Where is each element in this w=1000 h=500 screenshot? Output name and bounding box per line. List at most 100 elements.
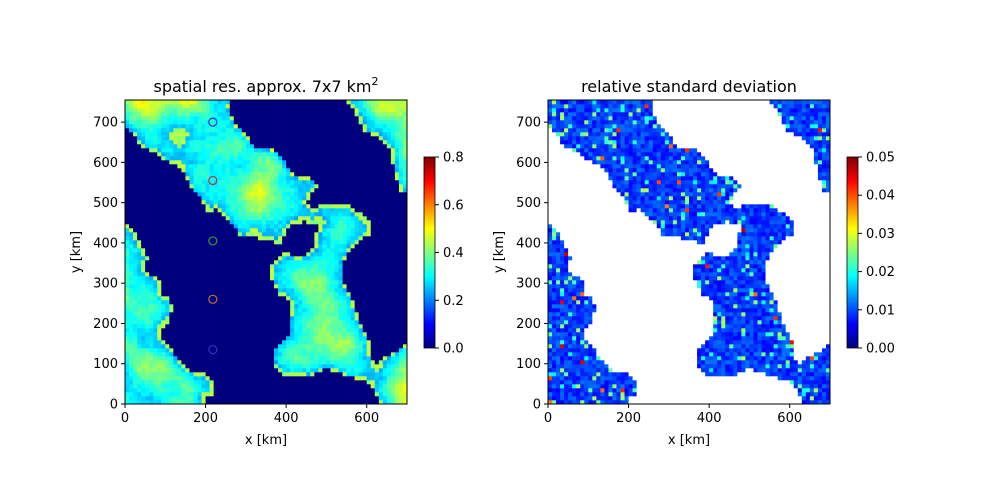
heatmap-cell	[133, 272, 138, 277]
heatmap-cell	[249, 140, 255, 145]
heatmap-cell	[274, 372, 279, 377]
heatmap-cell	[394, 256, 400, 261]
heatmap-cell	[213, 332, 218, 337]
heatmap-cell	[326, 148, 331, 153]
heatmap-cell	[209, 168, 214, 173]
heatmap-cell	[398, 396, 404, 401]
heatmap-cell	[294, 124, 299, 129]
heatmap-cell	[334, 276, 339, 281]
heatmap-cell	[253, 388, 259, 393]
heatmap-cell	[225, 244, 231, 249]
heatmap-cell	[217, 216, 222, 221]
heatmap-cell	[241, 364, 247, 369]
heatmap-cell	[358, 248, 363, 253]
heatmap-cell	[169, 324, 174, 329]
heatmap-cell	[125, 352, 130, 357]
heatmap-cell	[161, 388, 166, 393]
heatmap-cell	[185, 360, 190, 365]
heatmap-cell	[318, 280, 323, 285]
heatmap-cell	[237, 368, 243, 373]
heatmap-cell	[382, 348, 388, 353]
heatmap-cell	[390, 356, 396, 361]
heatmap-cell	[306, 168, 311, 173]
heatmap-cell	[374, 364, 380, 369]
heatmap-cell	[193, 240, 198, 245]
heatmap-cell	[245, 300, 251, 305]
heatmap-cell	[278, 276, 283, 281]
heatmap-cell	[342, 392, 347, 397]
heatmap-cell	[382, 388, 388, 393]
heatmap-cell	[161, 360, 166, 365]
heatmap-cell	[286, 228, 291, 233]
heatmap-cell	[394, 396, 400, 401]
heatmap-cell	[350, 312, 355, 317]
heatmap-cell	[386, 204, 392, 209]
heatmap-cell	[386, 280, 392, 285]
heatmap-cell	[213, 196, 218, 201]
heatmap-cell	[318, 132, 323, 137]
heatmap-cell	[145, 256, 150, 261]
heatmap-cell	[290, 320, 295, 325]
heatmap-cell	[137, 144, 142, 149]
heatmap-cell	[342, 240, 347, 245]
heatmap-cell	[322, 240, 327, 245]
heatmap-cell	[294, 300, 299, 305]
heatmap-cell	[125, 312, 130, 317]
heatmap-cell	[290, 148, 295, 153]
heatmap-cell	[149, 224, 154, 229]
heatmap-cell	[137, 268, 142, 273]
heatmap-cell	[298, 292, 303, 297]
heatmap-cell	[378, 336, 384, 341]
heatmap-cell	[153, 276, 158, 281]
heatmap-cell	[386, 220, 392, 225]
heatmap-cell	[165, 136, 170, 141]
heatmap-cell	[249, 124, 255, 129]
heatmap-cell	[366, 288, 372, 293]
heatmap-cell	[370, 168, 376, 173]
heatmap-cell	[201, 364, 206, 369]
heatmap-cell	[338, 324, 343, 329]
heatmap-cell	[221, 356, 227, 361]
heatmap-cell	[133, 212, 138, 217]
heatmap-cell	[306, 288, 311, 293]
heatmap-cell	[322, 324, 327, 329]
heatmap-cell	[354, 344, 359, 349]
heatmap-cell	[294, 196, 299, 201]
heatmap-cell	[229, 132, 235, 137]
heatmap-cell	[318, 332, 323, 337]
heatmap-cell	[125, 176, 130, 181]
heatmap-cell	[169, 344, 174, 349]
heatmap-cell	[205, 348, 210, 353]
heatmap-cell	[193, 180, 198, 185]
heatmap-cell	[249, 300, 255, 305]
heatmap-cell	[133, 172, 138, 177]
heatmap-cell	[261, 200, 267, 205]
heatmap-cell	[217, 360, 222, 365]
heatmap-cell	[185, 232, 190, 237]
heatmap-cell	[209, 240, 214, 245]
heatmap-cell	[197, 128, 202, 133]
heatmap-cell	[225, 236, 231, 241]
heatmap-cell	[402, 124, 408, 129]
heatmap-cell	[261, 356, 267, 361]
heatmap-cell	[378, 284, 384, 289]
heatmap-cell	[286, 168, 291, 173]
heatmap-cell	[398, 232, 404, 237]
heatmap-cell	[157, 164, 162, 169]
heatmap-cell	[350, 328, 355, 333]
heatmap-cell	[366, 304, 372, 309]
heatmap-cell	[310, 372, 315, 377]
heatmap-cell	[185, 168, 190, 173]
heatmap-cell	[402, 348, 408, 353]
heatmap-cell	[358, 268, 363, 273]
heatmap-cell	[286, 380, 291, 385]
heatmap-cell	[334, 400, 339, 405]
heatmap-cell	[129, 128, 134, 133]
heatmap-cell	[358, 160, 363, 165]
heatmap-cell	[350, 232, 355, 237]
heatmap-cell	[374, 196, 380, 201]
heatmap-cell	[290, 172, 295, 177]
heatmap-cell	[306, 156, 311, 161]
heatmap-cell	[225, 188, 231, 193]
heatmap-cell	[245, 308, 251, 313]
